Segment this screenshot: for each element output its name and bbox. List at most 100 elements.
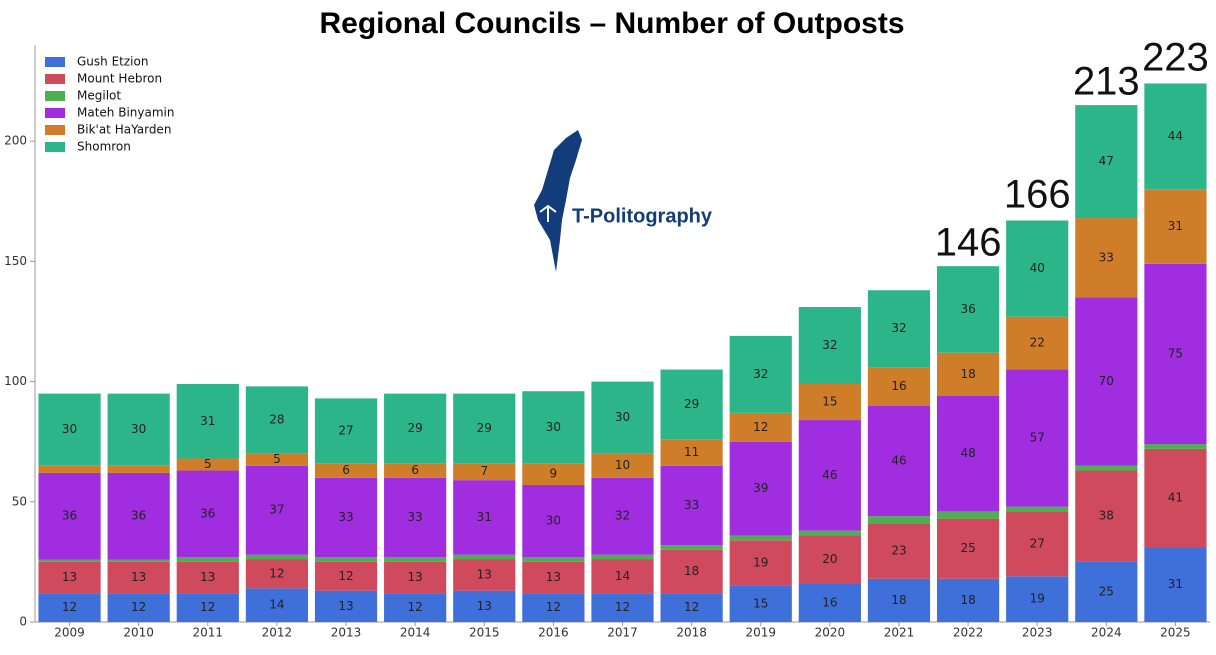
bar-segment xyxy=(936,518,1000,579)
data-label: 33 xyxy=(408,510,423,524)
bar-segment xyxy=(245,559,309,589)
bar-segment xyxy=(1144,263,1207,445)
data-label: 13 xyxy=(477,568,492,582)
legend-swatch xyxy=(45,91,65,101)
data-label: 57 xyxy=(1030,431,1045,445)
bar-segment xyxy=(522,463,585,485)
data-label: 12 xyxy=(338,569,353,583)
total-annotation: 166 xyxy=(1004,172,1071,216)
bar-segment xyxy=(453,559,516,591)
bar-segment xyxy=(107,472,170,560)
data-label: 29 xyxy=(684,397,699,411)
bar-segment xyxy=(591,477,654,555)
data-label: 12 xyxy=(408,600,423,614)
bar-segment xyxy=(867,578,931,622)
data-label: 12 xyxy=(269,566,284,580)
bar-segment xyxy=(936,266,1000,353)
bar-segment xyxy=(936,352,1000,397)
bar-segment xyxy=(1006,576,1069,622)
bar-segment xyxy=(176,561,239,594)
bar-segment xyxy=(107,465,170,473)
data-label: 16 xyxy=(891,379,906,393)
data-label: 6 xyxy=(342,463,350,477)
bar-segment xyxy=(522,561,585,594)
bar-segment xyxy=(729,585,792,622)
bar-segment xyxy=(38,472,101,560)
data-label: 41 xyxy=(1168,491,1183,505)
bar-segment xyxy=(660,439,723,466)
data-label: 32 xyxy=(822,338,837,352)
data-label: 15 xyxy=(822,395,837,409)
bar-segment xyxy=(1006,369,1069,507)
data-label: 38 xyxy=(1099,509,1114,523)
bar-segment xyxy=(591,381,654,454)
data-label: 18 xyxy=(960,367,975,381)
data-label: 15 xyxy=(753,596,768,610)
data-label: 40 xyxy=(1030,261,1045,275)
x-tick-label: 2018 xyxy=(676,626,707,640)
data-label: 46 xyxy=(822,468,837,482)
x-tick-label: 2015 xyxy=(469,626,500,640)
x-tick-label: 2010 xyxy=(123,626,154,640)
bar-segment xyxy=(522,557,585,562)
legend-swatch xyxy=(45,108,65,118)
data-label: 27 xyxy=(1030,536,1045,550)
watermark: T-Politography xyxy=(572,205,713,227)
bar-segment xyxy=(660,465,723,546)
data-label: 19 xyxy=(753,556,768,570)
data-label: 13 xyxy=(200,570,215,584)
data-label: 37 xyxy=(269,503,284,517)
bar-segment xyxy=(176,383,239,459)
bar-segment xyxy=(176,470,239,558)
bar-segment xyxy=(591,559,654,594)
bar-segment xyxy=(522,593,585,622)
bar-segment xyxy=(38,593,101,622)
data-label: 16 xyxy=(822,595,837,609)
bar-segment xyxy=(1075,561,1138,622)
bar-segment xyxy=(1144,83,1207,190)
data-label: 12 xyxy=(684,600,699,614)
data-label: 36 xyxy=(960,302,975,316)
data-label: 18 xyxy=(684,564,699,578)
bar-segment xyxy=(798,583,861,622)
bar-segment xyxy=(729,412,792,442)
bar-segment xyxy=(245,465,309,555)
bar-segment xyxy=(591,554,654,560)
x-tick-label: 2023 xyxy=(1022,626,1053,640)
bar-segment xyxy=(867,516,931,524)
data-label: 46 xyxy=(891,453,906,467)
bar-segment xyxy=(107,593,170,622)
data-label: 13 xyxy=(546,570,561,584)
data-label: 70 xyxy=(1099,374,1114,388)
y-tick-label: 100 xyxy=(4,374,27,388)
data-label: 14 xyxy=(269,598,284,612)
data-label: 13 xyxy=(62,570,77,584)
bar-segment xyxy=(1075,105,1138,219)
x-tick-label: 2021 xyxy=(884,626,915,640)
data-label: 32 xyxy=(753,367,768,381)
bar-segment xyxy=(107,561,170,594)
bar-segment xyxy=(453,393,516,464)
bar-segment xyxy=(314,463,378,478)
bar-segment xyxy=(1075,218,1138,298)
legend-label: Bik'at HaYarden xyxy=(77,123,171,137)
data-label: 36 xyxy=(62,509,77,523)
data-label: 6 xyxy=(411,463,419,477)
data-label: 18 xyxy=(960,593,975,607)
data-label: 19 xyxy=(1030,592,1045,606)
data-label: 12 xyxy=(131,600,146,614)
data-label: 30 xyxy=(131,422,146,436)
data-label: 13 xyxy=(477,599,492,613)
data-label: 33 xyxy=(1099,250,1114,264)
bar-segment xyxy=(453,463,516,481)
bar-segment xyxy=(1006,506,1069,512)
bar-segment xyxy=(314,477,378,558)
x-tick-label: 2011 xyxy=(193,626,224,640)
x-tick-label: 2022 xyxy=(953,626,984,640)
data-label: 25 xyxy=(1099,584,1114,598)
data-label: 13 xyxy=(338,599,353,613)
bar-segment xyxy=(314,557,378,562)
bar-segment xyxy=(384,393,447,464)
x-tick-label: 2009 xyxy=(54,626,85,640)
data-label: 30 xyxy=(546,420,561,434)
